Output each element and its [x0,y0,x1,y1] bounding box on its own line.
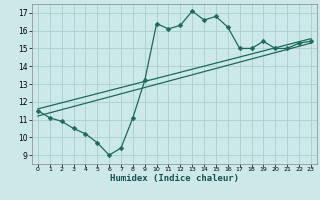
X-axis label: Humidex (Indice chaleur): Humidex (Indice chaleur) [110,174,239,183]
